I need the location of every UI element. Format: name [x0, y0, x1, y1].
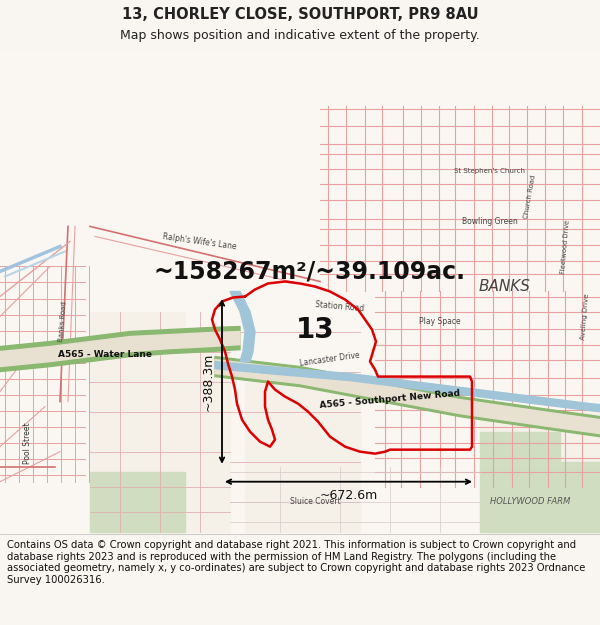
- Text: A565 - Water Lane: A565 - Water Lane: [58, 350, 152, 359]
- Text: Sluice Covert: Sluice Covert: [290, 498, 340, 506]
- Polygon shape: [0, 326, 240, 372]
- Text: Fleetwood Drive: Fleetwood Drive: [560, 219, 571, 274]
- Polygon shape: [215, 362, 600, 412]
- Polygon shape: [215, 357, 600, 437]
- Text: Lancaster Drive: Lancaster Drive: [299, 351, 361, 368]
- Polygon shape: [0, 331, 240, 367]
- Polygon shape: [530, 462, 600, 532]
- Polygon shape: [90, 311, 185, 532]
- Text: A565 - Southport New Road: A565 - Southport New Road: [319, 389, 461, 410]
- Text: Banks Road: Banks Road: [58, 301, 68, 342]
- Text: St Stephen's Church: St Stephen's Church: [455, 168, 526, 174]
- Polygon shape: [90, 472, 185, 532]
- Text: 13: 13: [296, 316, 334, 344]
- Polygon shape: [480, 412, 600, 532]
- Polygon shape: [230, 291, 255, 362]
- Text: ~388.3m: ~388.3m: [202, 352, 215, 411]
- Text: Aveling Drive: Aveling Drive: [580, 293, 590, 340]
- Text: ~672.6m: ~672.6m: [319, 489, 377, 502]
- Polygon shape: [215, 359, 600, 434]
- Text: Station Road: Station Road: [315, 300, 365, 313]
- Text: Pool Street: Pool Street: [23, 422, 32, 464]
- Text: Bowling Green: Bowling Green: [462, 217, 518, 226]
- Text: Ralph's Wife's Lane: Ralph's Wife's Lane: [163, 232, 238, 251]
- Text: ~158267m²/~39.109ac.: ~158267m²/~39.109ac.: [154, 259, 466, 284]
- Polygon shape: [185, 341, 230, 532]
- Polygon shape: [245, 382, 360, 532]
- Text: 13, CHORLEY CLOSE, SOUTHPORT, PR9 8AU: 13, CHORLEY CLOSE, SOUTHPORT, PR9 8AU: [122, 7, 478, 22]
- Text: BANKS: BANKS: [479, 279, 531, 294]
- Text: Church Road: Church Road: [523, 174, 537, 219]
- Text: HOLLYWOOD FARM: HOLLYWOOD FARM: [490, 498, 570, 506]
- Polygon shape: [480, 432, 560, 532]
- Text: Contains OS data © Crown copyright and database right 2021. This information is : Contains OS data © Crown copyright and d…: [7, 540, 586, 585]
- Text: Map shows position and indicative extent of the property.: Map shows position and indicative extent…: [120, 29, 480, 42]
- Text: Play Space: Play Space: [419, 317, 461, 326]
